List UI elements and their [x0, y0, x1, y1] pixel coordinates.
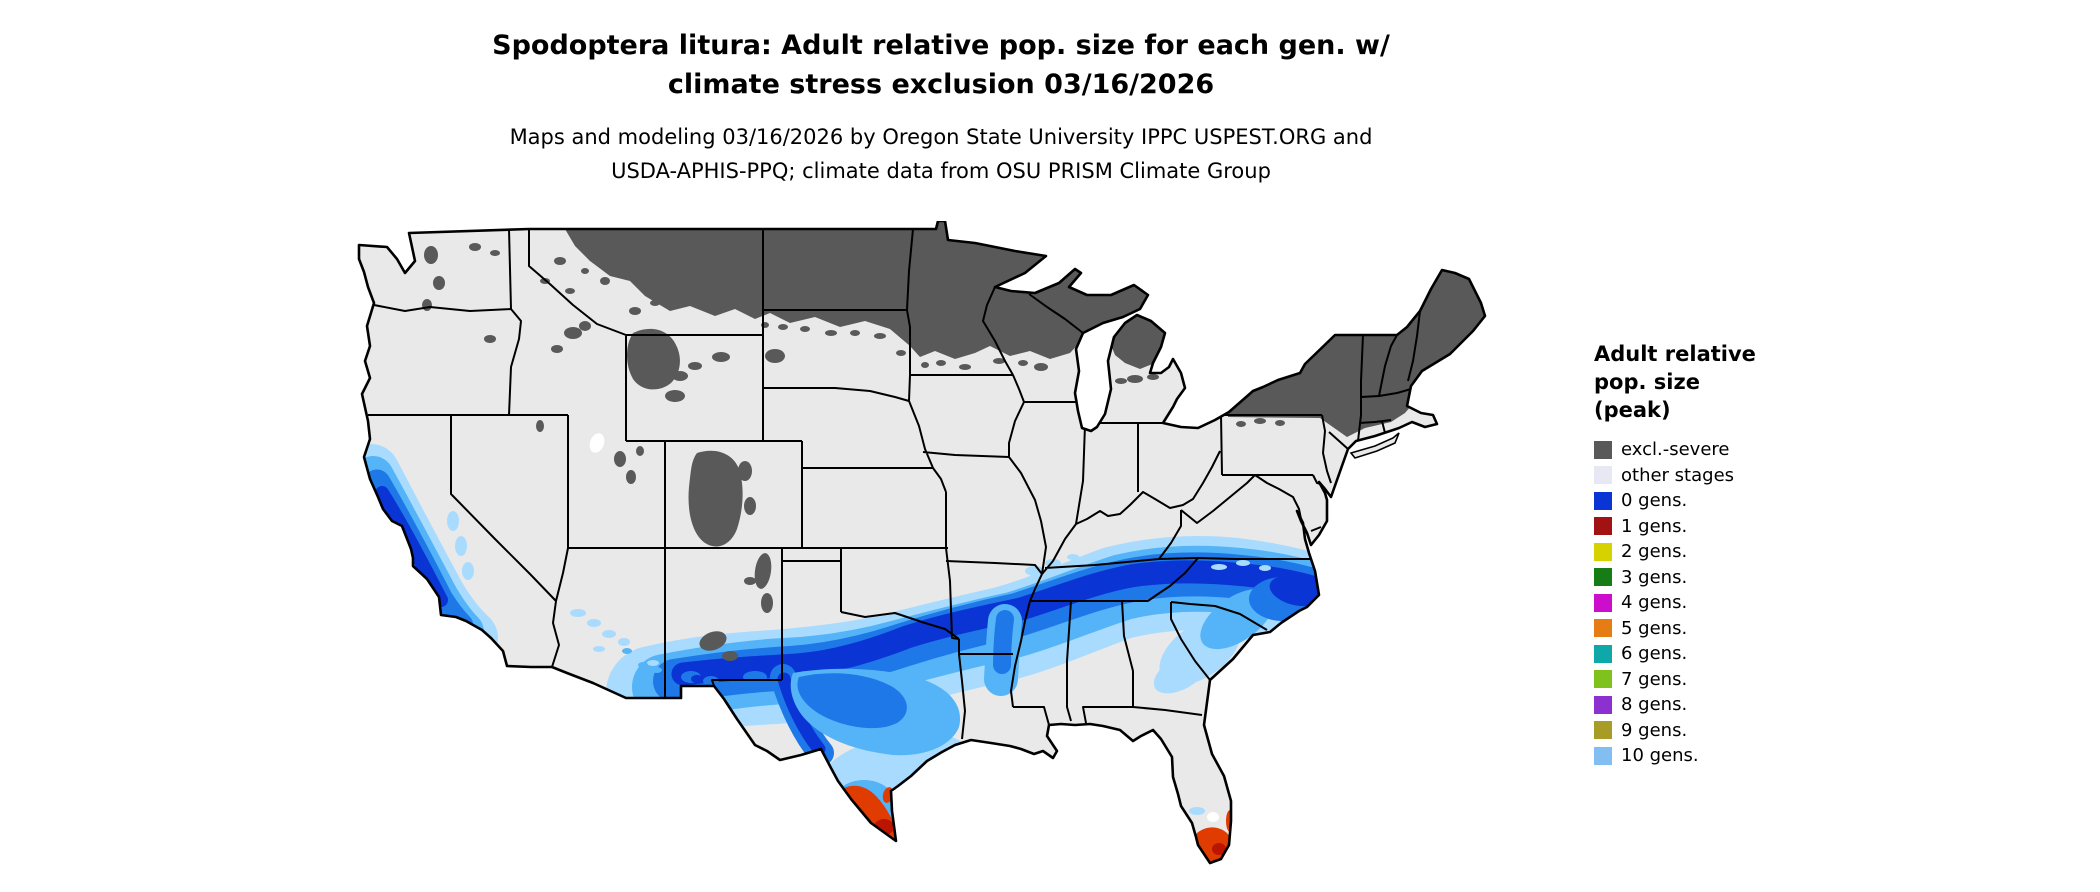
legend-item: 3 gens. — [1594, 565, 1834, 591]
legend-item: 8 gens. — [1594, 692, 1834, 718]
legend-item-label: excl.-severe — [1621, 439, 1730, 461]
legend-swatch — [1594, 440, 1612, 459]
legend-title: Adult relative pop. size (peak) — [1594, 340, 1834, 424]
legend-item: 7 gens. — [1594, 667, 1834, 693]
legend-item: other stages — [1594, 463, 1834, 489]
legend-item-label: 10 gens. — [1621, 745, 1699, 767]
legend-item: 9 gens. — [1594, 718, 1834, 744]
legend-swatch — [1594, 517, 1612, 536]
legend-item: 10 gens. — [1594, 743, 1834, 769]
legend-title-line-1: Adult relative — [1594, 342, 1756, 366]
legend-item-label: 7 gens. — [1621, 668, 1688, 690]
us-map-container — [335, 221, 1515, 884]
us-map — [357, 221, 1487, 865]
legend-item-label: 4 gens. — [1621, 592, 1688, 614]
legend-item-label: 0 gens. — [1621, 490, 1688, 512]
legend-item-label: 9 gens. — [1621, 719, 1688, 741]
legend: Adult relative pop. size (peak) excl.-se… — [1594, 340, 1834, 769]
legend-item-label: 6 gens. — [1621, 643, 1688, 665]
title-line-1: Spodoptera litura: Adult relative pop. s… — [492, 30, 1390, 61]
title-line-2: climate stress exclusion 03/16/2026 — [667, 69, 1215, 100]
long-island — [1349, 432, 1400, 459]
page-title: Spodoptera litura: Adult relative pop. s… — [0, 26, 1882, 104]
legend-swatch — [1594, 568, 1612, 587]
legend-item: 5 gens. — [1594, 616, 1834, 642]
legend-item-label: 3 gens. — [1621, 566, 1688, 588]
great-salt-lake — [589, 433, 605, 453]
legend-item: 1 gens. — [1594, 514, 1834, 540]
legend-swatch — [1594, 670, 1612, 689]
legend-swatch — [1594, 721, 1612, 740]
legend-item-label: 1 gens. — [1621, 515, 1688, 537]
legend-title-line-3: (peak) — [1594, 398, 1671, 422]
subtitle-line-1: Maps and modeling 03/16/2026 by Oregon S… — [509, 125, 1373, 149]
legend-item: 6 gens. — [1594, 641, 1834, 667]
legend-swatch — [1594, 695, 1612, 714]
legend-item-label: other stages — [1621, 464, 1735, 486]
legend-item-label: 8 gens. — [1621, 694, 1688, 716]
legend-title-line-2: pop. size — [1594, 370, 1700, 394]
us-outline — [357, 221, 1487, 865]
legend-swatch — [1594, 593, 1612, 612]
legend-swatch — [1594, 644, 1612, 663]
legend-swatch — [1594, 491, 1612, 510]
legend-swatch — [1594, 746, 1612, 765]
legend-swatch — [1594, 466, 1612, 485]
legend-item-label: 2 gens. — [1621, 541, 1688, 563]
legend-item: 2 gens. — [1594, 539, 1834, 565]
state-borders — [368, 228, 1421, 740]
legend-items: excl.-severe other stages 0 gens. 1 gens. 2 … — [1594, 437, 1834, 769]
legend-item: 0 gens. — [1594, 488, 1834, 514]
legend-item: 4 gens. — [1594, 590, 1834, 616]
legend-item: excl.-severe — [1594, 437, 1834, 463]
legend-swatch — [1594, 542, 1612, 561]
legend-swatch — [1594, 619, 1612, 638]
figure-subtitle: Maps and modeling 03/16/2026 by Oregon S… — [0, 120, 1882, 188]
legend-item-label: 5 gens. — [1621, 617, 1688, 639]
subtitle-line-2: USDA-APHIS-PPQ; climate data from OSU PR… — [611, 159, 1271, 183]
